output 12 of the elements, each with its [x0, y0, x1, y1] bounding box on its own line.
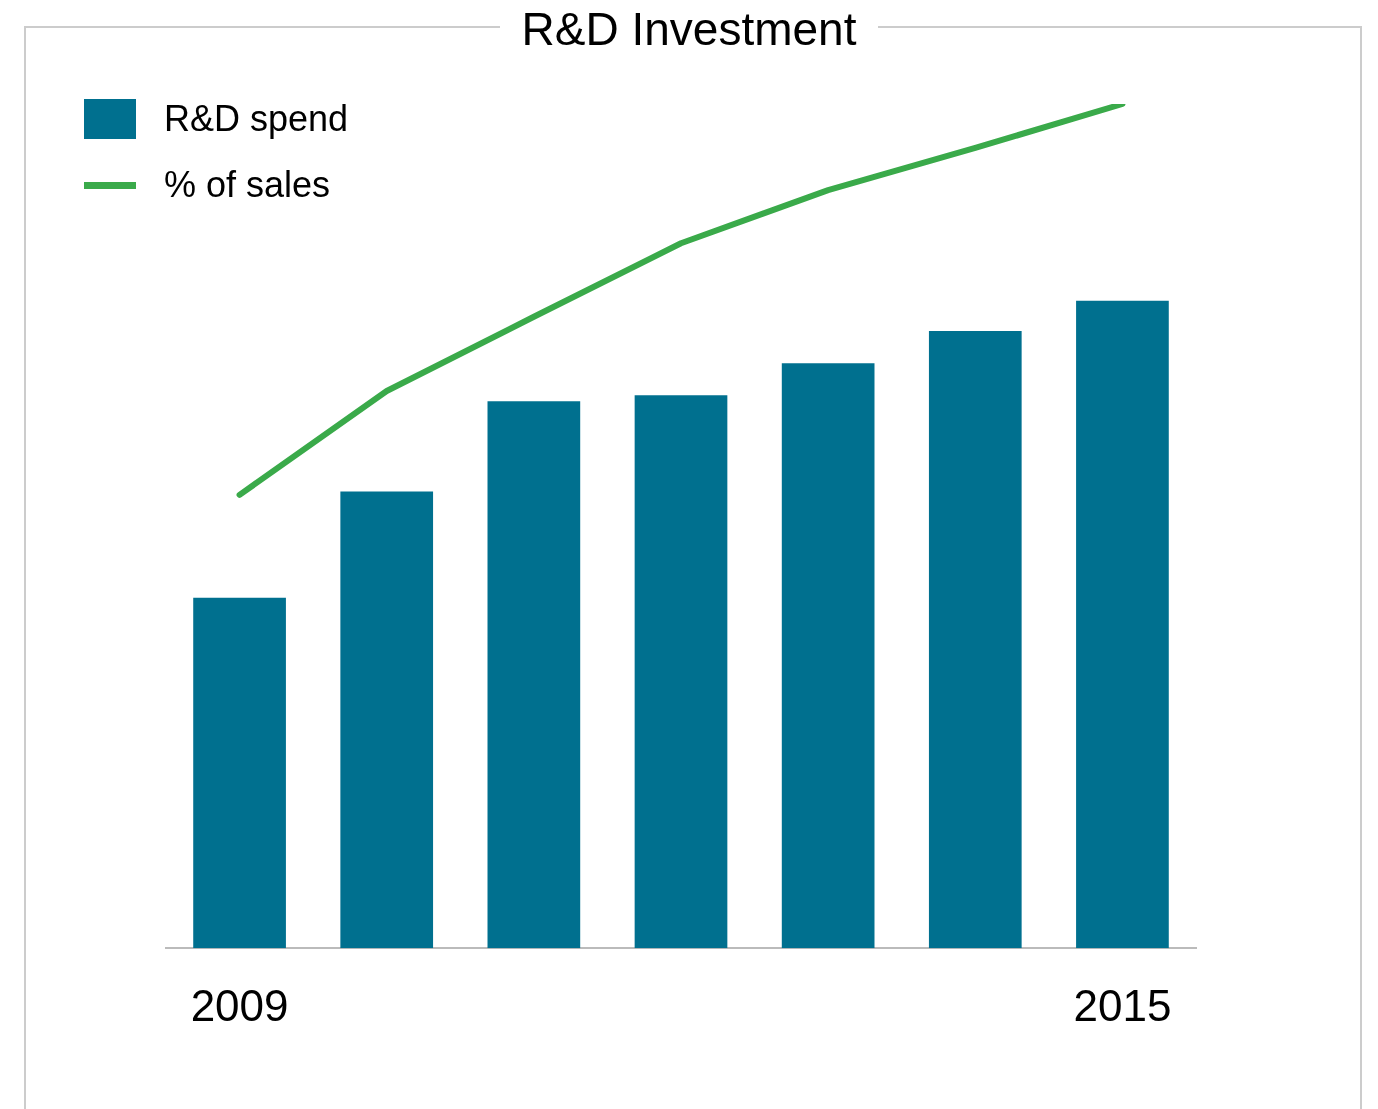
legend-label: R&D spend	[164, 98, 349, 140]
bar	[340, 491, 434, 949]
bar	[928, 331, 1022, 949]
x-tick-label: 2015	[1073, 980, 1172, 1030]
bar	[781, 363, 875, 949]
bar	[1076, 300, 1169, 949]
bar	[193, 597, 286, 949]
x-tick-label: 2009	[190, 980, 289, 1030]
bar	[634, 395, 728, 949]
legend-label: % of sales	[164, 164, 331, 206]
bar	[487, 401, 581, 949]
chart-title: R&D Investment	[520, 7, 858, 55]
